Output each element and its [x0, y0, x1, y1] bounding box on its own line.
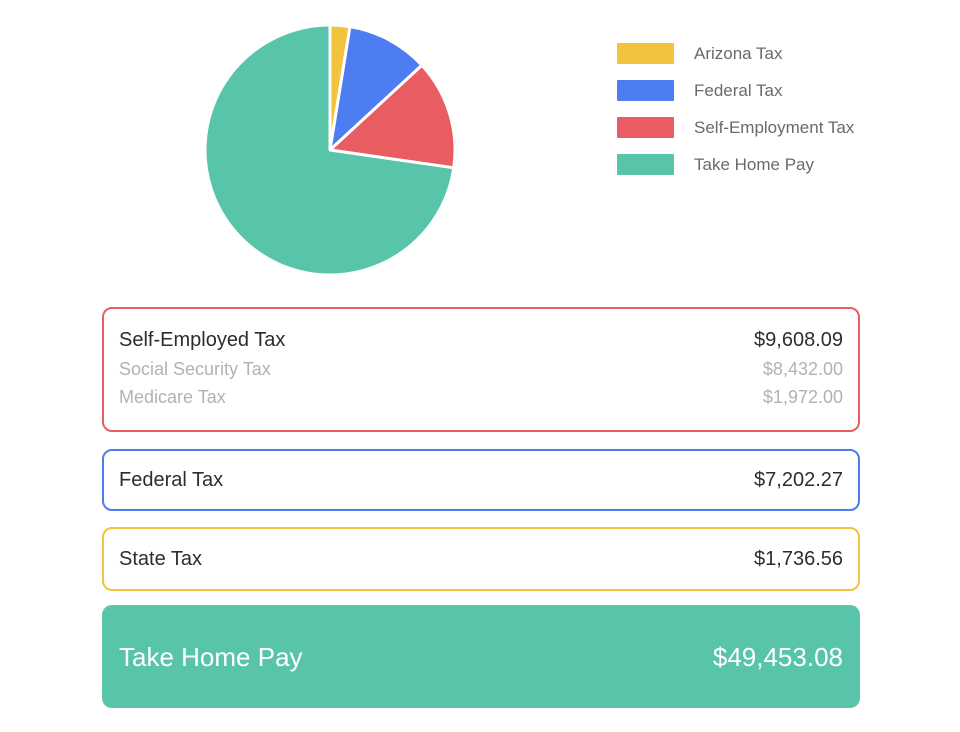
- legend-item-arizona-tax[interactable]: Arizona Tax: [617, 43, 854, 64]
- card-federal-tax: Federal Tax $7,202.27: [102, 449, 860, 511]
- card-self-employed-tax: Self-Employed Tax $9,608.09 Social Secur…: [102, 307, 860, 432]
- state-tax-value: $1,736.56: [754, 548, 843, 570]
- legend-item-self-employment-tax[interactable]: Self-Employment Tax: [617, 117, 854, 138]
- card-row-state-tax: State Tax $1,736.56: [119, 544, 843, 574]
- chart-legend: Arizona Tax Federal Tax Self-Employment …: [617, 43, 854, 191]
- medicare-tax-value: $1,972.00: [762, 387, 843, 407]
- legend-swatch-take-home-pay: [617, 154, 674, 175]
- self-employed-tax-label: Self-Employed Tax: [119, 329, 286, 351]
- card-state-tax: State Tax $1,736.56: [102, 527, 860, 591]
- legend-label-federal-tax: Federal Tax: [694, 80, 783, 100]
- legend-item-take-home-pay[interactable]: Take Home Pay: [617, 154, 854, 175]
- legend-item-federal-tax[interactable]: Federal Tax: [617, 80, 854, 101]
- legend-label-arizona-tax: Arizona Tax: [694, 43, 783, 63]
- card-row-social-security-tax: Social Security Tax $8,432.00: [119, 355, 843, 383]
- pie-slice-take-home-pay[interactable]: [203, 23, 456, 277]
- take-home-pay-value: $49,453.08: [712, 641, 843, 672]
- card-take-home-pay: Take Home Pay $49,453.08: [102, 605, 860, 708]
- card-row-self-employed-tax: Self-Employed Tax $9,608.09: [119, 325, 843, 355]
- legend-swatch-arizona-tax: [617, 43, 674, 64]
- legend-swatch-self-employment-tax: [617, 117, 674, 138]
- legend-label-take-home-pay: Take Home Pay: [694, 154, 814, 174]
- state-tax-label: State Tax: [119, 548, 203, 570]
- tax-summary-cards: Self-Employed Tax $9,608.09 Social Secur…: [102, 307, 860, 708]
- federal-tax-value: $7,202.27: [754, 469, 843, 491]
- medicare-tax-label: Medicare Tax: [119, 387, 226, 407]
- federal-tax-label: Federal Tax: [119, 469, 224, 491]
- card-row-take-home-pay: Take Home Pay $49,453.08: [119, 641, 843, 673]
- card-row-federal-tax: Federal Tax $7,202.27: [119, 465, 843, 495]
- social-security-tax-label: Social Security Tax: [119, 359, 271, 379]
- pie-slice-federal-tax[interactable]: [328, 25, 424, 152]
- social-security-tax-value: $8,432.00: [762, 359, 843, 379]
- card-row-medicare-tax: Medicare Tax $1,972.00: [119, 383, 843, 411]
- pie-slice-self-employment-tax[interactable]: [328, 63, 457, 170]
- pie-chart: [203, 23, 457, 277]
- legend-swatch-federal-tax: [617, 80, 674, 101]
- take-home-pay-label: Take Home Pay: [119, 641, 303, 672]
- legend-label-self-employment-tax: Self-Employment Tax: [694, 117, 855, 137]
- tax-breakdown-chart-section: Arizona Tax Federal Tax Self-Employment …: [0, 0, 960, 292]
- self-employed-tax-value: $9,608.09: [754, 329, 843, 351]
